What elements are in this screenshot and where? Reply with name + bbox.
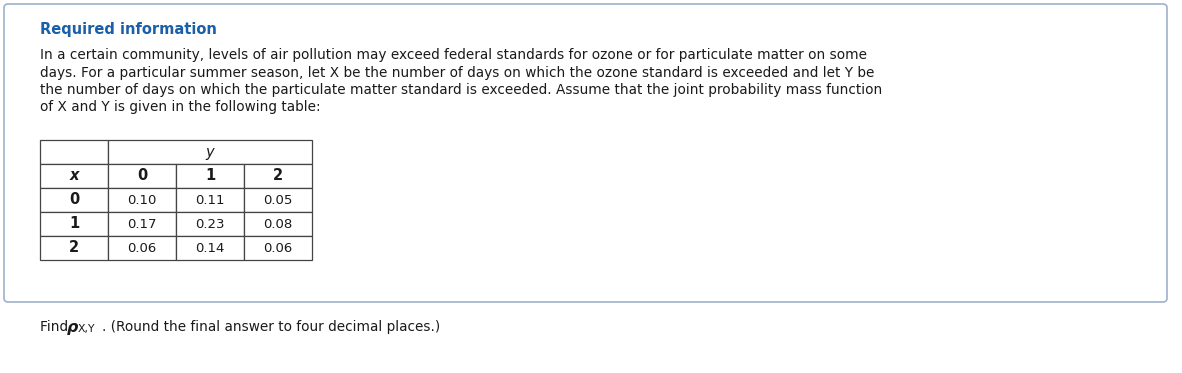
- Text: 0.10: 0.10: [128, 194, 157, 207]
- Bar: [40, 236, 108, 260]
- FancyBboxPatch shape: [4, 4, 1167, 302]
- Text: ρ: ρ: [67, 320, 78, 335]
- Bar: [40, 188, 108, 212]
- Text: 0.08: 0.08: [264, 217, 293, 231]
- Text: x: x: [70, 169, 79, 184]
- Bar: [243, 212, 312, 236]
- Bar: [108, 188, 176, 212]
- Text: Required information: Required information: [40, 22, 216, 37]
- Text: 1: 1: [69, 216, 79, 232]
- Text: In a certain community, levels of air pollution may exceed federal standards for: In a certain community, levels of air po…: [40, 48, 868, 62]
- Text: 2: 2: [273, 169, 282, 184]
- Text: 0: 0: [137, 169, 147, 184]
- Text: 0.05: 0.05: [264, 194, 293, 207]
- Text: Find: Find: [40, 320, 72, 334]
- Text: 0.23: 0.23: [195, 217, 225, 231]
- Bar: [40, 212, 108, 236]
- Text: 2: 2: [69, 241, 79, 256]
- Bar: [176, 236, 243, 260]
- Text: 0: 0: [69, 192, 79, 207]
- Text: days. For a particular summer season, let X be the number of days on which the o: days. For a particular summer season, le…: [40, 66, 875, 79]
- Text: 0.17: 0.17: [128, 217, 157, 231]
- Bar: [176, 164, 243, 188]
- Text: . (Round the final answer to four decimal places.): . (Round the final answer to four decima…: [102, 320, 440, 334]
- Text: 0.06: 0.06: [264, 241, 293, 254]
- Text: X,Y: X,Y: [78, 324, 96, 334]
- Bar: [108, 212, 176, 236]
- Text: 0.06: 0.06: [128, 241, 157, 254]
- Text: the number of days on which the particulate matter standard is exceeded. Assume : the number of days on which the particul…: [40, 83, 882, 97]
- Text: 1: 1: [204, 169, 215, 184]
- Text: 0.14: 0.14: [195, 241, 225, 254]
- Bar: [176, 212, 243, 236]
- Bar: [108, 140, 312, 164]
- Bar: [243, 164, 312, 188]
- Text: of X and Y is given in the following table:: of X and Y is given in the following tab…: [40, 100, 320, 115]
- Bar: [243, 188, 312, 212]
- Bar: [108, 236, 176, 260]
- Bar: [40, 164, 108, 188]
- Bar: [108, 164, 176, 188]
- Bar: [40, 140, 108, 164]
- Text: y: y: [206, 144, 214, 160]
- Bar: [243, 236, 312, 260]
- Text: 0.11: 0.11: [195, 194, 225, 207]
- Bar: [176, 188, 243, 212]
